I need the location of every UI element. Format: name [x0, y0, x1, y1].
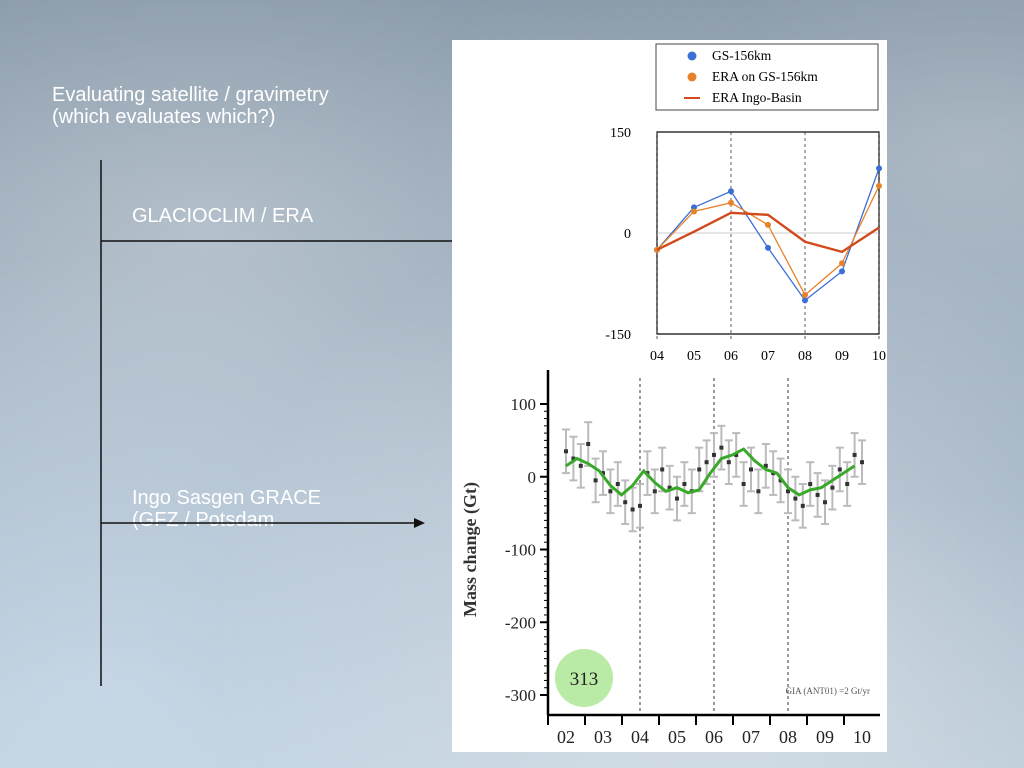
y-tick-label: -200: [505, 613, 536, 632]
data-point: [793, 496, 798, 501]
y-tick-label: -150: [605, 328, 631, 343]
legend-era-gs-marker: [687, 72, 697, 82]
data-point: [860, 460, 864, 465]
x-tick-label: 04: [631, 727, 649, 747]
y-axis-label: Mass change (Gt): [460, 482, 481, 617]
x-tick-label: 09: [816, 727, 834, 747]
series-line-1: [656, 185, 880, 296]
legend-gs-marker: [687, 51, 697, 61]
data-point: [749, 467, 753, 472]
label-grace-line1: Ingo Sasgen GRACE: [132, 487, 321, 509]
legend-era-ingo: ERA Ingo-Basin: [684, 90, 802, 105]
series-point-1: [802, 291, 808, 298]
series-line-2: [656, 211, 880, 254]
label-glacioclim-era: GLACIOCLIM / ERA: [132, 205, 314, 227]
data-point: [808, 482, 813, 487]
data-point: [623, 500, 628, 505]
data-point: [852, 452, 857, 457]
x-tick-label: 10: [853, 727, 871, 747]
series-point-0: [765, 244, 771, 251]
gia-annotation: GIA (ANT01) =2 Gt/yr: [786, 686, 870, 696]
series-point-1: [728, 199, 734, 206]
y-tick-label: 0: [624, 227, 631, 242]
data-point: [601, 471, 605, 476]
data-point: [578, 463, 583, 468]
data-point: [756, 489, 761, 494]
data-point: [697, 467, 702, 472]
legend-gs-label: GS-156km: [712, 48, 772, 63]
grace-chart: 100 0 -100 -200 -300 02 03 04 05 06 07 08 09 10 Mass c…: [460, 370, 880, 747]
smoothed-line: [565, 447, 856, 497]
label-grace: Ingo Sasgen GRACE (GFZ / Potsdam: [132, 487, 321, 531]
series-point-0: [728, 188, 734, 195]
data-point: [815, 492, 820, 497]
y-tick-label: -300: [505, 686, 536, 705]
slide-title-line2: (which evaluates which?): [52, 106, 276, 128]
data-point: [682, 482, 687, 487]
data-point: [734, 452, 739, 457]
series-point-0: [839, 268, 845, 275]
data-point: [652, 489, 657, 494]
x-tick-label: 08: [798, 349, 812, 364]
data-point: [837, 467, 842, 472]
legend-era-ingo-label: ERA Ingo-Basin: [712, 90, 802, 105]
data-point: [712, 452, 716, 457]
data-point: [830, 485, 835, 490]
data-point: [800, 503, 805, 508]
era-chart-panel: GS-156km ERA on GS-156km ERA Ingo-Basin …: [452, 40, 887, 370]
data-point: [586, 442, 591, 447]
data-point: [726, 460, 731, 465]
data-point: [630, 507, 635, 512]
x-tick-label: 06: [705, 727, 723, 747]
legend-era-gs-label: ERA on GS-156km: [712, 69, 818, 84]
era-chart: GS-156km ERA on GS-156km ERA Ingo-Basin …: [605, 43, 886, 364]
x-tick-label: 05: [687, 349, 701, 364]
basin-badge-label: 313: [570, 669, 599, 690]
data-point: [704, 460, 709, 465]
basin-badge: [555, 649, 613, 707]
series-point-1: [691, 208, 697, 215]
data-point: [675, 496, 679, 501]
x-tick-label: 09: [835, 349, 849, 364]
data-point: [608, 489, 613, 494]
legend-gs: GS-156km: [687, 48, 772, 63]
x-tick-label: 03: [594, 727, 612, 747]
y-tick-label: 100: [511, 395, 537, 414]
x-tick-label: 06: [724, 349, 738, 364]
data-point: [571, 456, 576, 461]
data-point: [763, 463, 768, 468]
data-point: [667, 485, 672, 490]
slide-title-line1: Evaluating satellite / gravimetry: [52, 84, 329, 106]
y-tick-label: 0: [528, 468, 537, 487]
x-tick-label: 07: [761, 349, 775, 364]
label-grace-line2: (GFZ / Potsdam: [132, 509, 275, 531]
x-tick-label: 04: [650, 349, 664, 364]
x-tick-label: 07: [742, 727, 760, 747]
series-point-0: [802, 297, 808, 304]
legend-era-gs: ERA on GS-156km: [687, 69, 818, 84]
x-tick-label: 10: [872, 349, 886, 364]
data-point: [719, 445, 724, 450]
y-tick-label: -100: [505, 541, 536, 560]
x-tick-label: 08: [779, 727, 797, 747]
data-point: [593, 478, 598, 483]
series-point-1: [839, 260, 845, 267]
series-point-0: [876, 165, 882, 172]
grace-chart-panel: 100 0 -100 -200 -300 02 03 04 05 06 07 08 09 10 Mass c…: [452, 368, 887, 752]
series-point-1: [765, 221, 771, 228]
x-tick-label: 02: [557, 727, 575, 747]
data-point: [823, 500, 827, 505]
y-tick-label: 150: [610, 126, 631, 141]
data-point: [564, 449, 568, 454]
x-tick-label: 05: [668, 727, 686, 747]
slide-title: Evaluating satellite / gravimetry (which…: [52, 84, 329, 128]
data-point: [615, 482, 620, 487]
data-point: [786, 489, 790, 494]
data-point: [845, 482, 850, 487]
series-point-1: [876, 182, 882, 189]
data-point: [638, 503, 642, 508]
data-point: [741, 482, 746, 487]
arrow-head-grace: [414, 518, 425, 528]
data-point: [660, 467, 665, 472]
